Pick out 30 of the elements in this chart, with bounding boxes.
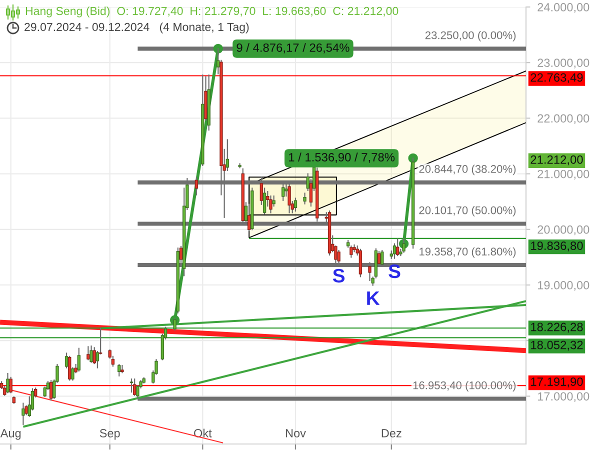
y-tick-label: 19.000,00 bbox=[538, 281, 590, 291]
annotation: S bbox=[388, 264, 400, 278]
series-label: 20.844,70 (38.20%) bbox=[419, 164, 516, 176]
data-label: 19.836,80 bbox=[531, 242, 583, 252]
series-label: 19.358,70 (61.80%) bbox=[420, 247, 516, 258]
text: 29.07.2024 - 09.12.2024 (4 Monate, 1 Tag) bbox=[24, 22, 249, 34]
y-tick-label: 20.000,00 bbox=[538, 225, 590, 236]
annotation: S bbox=[332, 268, 345, 283]
x-tick-label: Nov bbox=[286, 429, 306, 438]
ref-line-label: 22.763,49 bbox=[530, 73, 583, 84]
x-tick-label: Okt bbox=[194, 428, 212, 438]
x-tick-label: Sep bbox=[100, 429, 120, 440]
y-tick-label: 24.000,00 bbox=[538, 3, 590, 13]
series-label: 1 / 1.536,90 / 7,78% bbox=[289, 152, 395, 163]
y-tick-label: 17.000,00 bbox=[538, 392, 590, 402]
x-tick-label: Aug bbox=[0, 429, 21, 440]
ref-line-label: 18.226,28 bbox=[531, 322, 583, 333]
ref-line-label: 18.052,32 bbox=[531, 340, 583, 351]
annotation: K bbox=[367, 292, 380, 305]
x-tick-label: Dez bbox=[382, 429, 402, 438]
y-tick-label: 23.000,00 bbox=[538, 58, 590, 68]
series-label: 23.250,00 (0.00%) bbox=[425, 31, 516, 42]
y-tick-label: 22.000,00 bbox=[538, 114, 590, 124]
text: 21.212,00 bbox=[530, 155, 583, 166]
chart-title: Hang Seng (Bid) O: 19.727,40 H: 21.279,70 L: 19.663,60 C: 21.212,00 bbox=[26, 6, 398, 18]
y-tick-label: 21.000,00 bbox=[538, 170, 590, 180]
ref-line-label: 17.191,90 bbox=[531, 377, 583, 388]
series-label: 9 / 4.876,17 / 26,54% bbox=[236, 43, 350, 54]
series-label: 20.101,70 (50.00%) bbox=[419, 206, 516, 216]
series-label: 16.953,40 (100.00%) bbox=[413, 381, 516, 392]
